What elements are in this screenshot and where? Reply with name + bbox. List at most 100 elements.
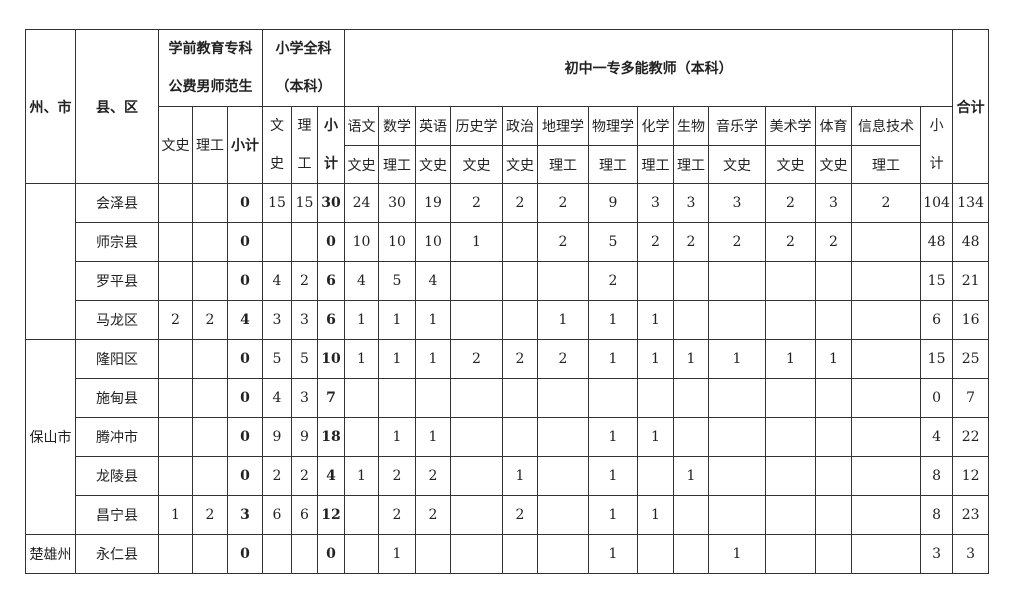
value-cell: 1 xyxy=(415,417,452,457)
value-cell: 10 xyxy=(415,222,452,262)
value-cell: 24 xyxy=(344,183,380,223)
county-cell: 昌宁县 xyxy=(75,495,159,535)
value-cell xyxy=(192,339,228,379)
value-cell xyxy=(815,378,853,418)
value-cell: 2 xyxy=(537,339,590,379)
total-cell: 134 xyxy=(952,183,990,223)
value-cell: 3 xyxy=(291,300,319,340)
county-cell: 永仁县 xyxy=(75,534,159,574)
value-cell: 8 xyxy=(920,456,954,496)
value-cell: 4 xyxy=(344,261,380,301)
value-cell xyxy=(851,339,922,379)
value-cell: 9 xyxy=(262,417,293,457)
value-cell: 2 xyxy=(502,183,539,223)
value-cell: 2 xyxy=(192,300,228,340)
value-cell: 1 xyxy=(378,300,417,340)
value-cell xyxy=(765,378,817,418)
value-cell xyxy=(262,222,293,262)
header-subject-track: 理工 xyxy=(378,145,417,184)
value-cell: 2 xyxy=(378,456,417,496)
value-cell: 18 xyxy=(317,417,346,457)
value-cell xyxy=(851,222,922,262)
header-subject: 化学 xyxy=(637,106,675,146)
value-cell: 5 xyxy=(378,261,417,301)
value-cell xyxy=(158,222,193,262)
header-subject: 英语 xyxy=(415,106,452,146)
value-cell xyxy=(192,222,228,262)
value-cell: 4 xyxy=(262,261,293,301)
value-cell xyxy=(450,300,504,340)
value-cell: 0 xyxy=(226,339,264,379)
value-cell: 1 xyxy=(637,339,675,379)
county-cell: 马龙区 xyxy=(75,300,159,340)
value-cell xyxy=(415,378,452,418)
value-cell xyxy=(344,495,380,535)
value-cell: 104 xyxy=(920,183,954,223)
total-cell: 21 xyxy=(952,261,990,301)
value-cell: 9 xyxy=(588,183,639,223)
header-subject: 物理学 xyxy=(588,106,639,146)
table-row: 楚雄州 永仁县 0 0 1 1 1 3 3 xyxy=(25,534,990,574)
header-junior-subtotal: 小计 xyxy=(920,106,954,184)
value-cell xyxy=(537,261,590,301)
value-cell: 4 xyxy=(415,261,452,301)
value-cell: 4 xyxy=(262,378,293,418)
table-row: 保山市 隆阳区 0 5 5 10 1 1 1 2 2 2 1 1 1 1 1 1 15 25 xyxy=(25,339,990,535)
value-cell: 0 xyxy=(226,456,264,496)
value-cell: 6 xyxy=(920,300,954,340)
header-preschool-line2: 公费男师范生 xyxy=(168,79,253,95)
value-cell: 3 xyxy=(291,378,319,418)
value-cell xyxy=(344,534,380,574)
value-cell xyxy=(637,261,675,301)
value-cell: 2 xyxy=(765,183,817,223)
value-cell: 7 xyxy=(317,378,346,418)
value-cell xyxy=(537,378,590,418)
value-cell xyxy=(851,300,922,340)
header-subject: 语文 xyxy=(344,106,380,146)
total-cell: 3 xyxy=(952,534,990,574)
value-cell: 5 xyxy=(262,339,293,379)
value-cell xyxy=(192,456,228,496)
value-cell xyxy=(502,261,539,301)
value-cell xyxy=(378,378,417,418)
value-cell xyxy=(708,300,767,340)
header-subject-track: 文史 xyxy=(765,145,817,184)
value-cell xyxy=(673,495,710,535)
header-subject-track: 文史 xyxy=(708,145,767,184)
value-cell: 5 xyxy=(291,339,319,379)
prefecture-cell xyxy=(25,183,76,340)
value-cell: 1 xyxy=(344,300,380,340)
value-cell xyxy=(502,300,539,340)
value-cell xyxy=(450,495,504,535)
value-cell: 2 xyxy=(262,456,293,496)
value-cell: 2 xyxy=(673,222,710,262)
value-cell xyxy=(708,417,767,457)
header-subject-track: 文史 xyxy=(815,145,853,184)
value-cell: 1 xyxy=(708,534,767,574)
value-cell xyxy=(851,534,922,574)
value-cell: 10 xyxy=(317,339,346,379)
value-cell: 2 xyxy=(378,495,417,535)
value-cell xyxy=(765,300,817,340)
value-cell xyxy=(765,456,817,496)
total-cell: 23 xyxy=(952,495,990,535)
value-cell xyxy=(537,534,590,574)
prefecture-cell: 保山市 xyxy=(25,339,76,535)
value-cell xyxy=(192,261,228,301)
value-cell: 3 xyxy=(673,183,710,223)
value-cell: 1 xyxy=(502,456,539,496)
value-cell: 1 xyxy=(673,456,710,496)
t: 小 xyxy=(929,118,944,134)
header-subject-track: 理工 xyxy=(673,145,710,184)
value-cell: 1 xyxy=(673,339,710,379)
value-cell: 6 xyxy=(317,300,346,340)
value-cell: 3 xyxy=(815,183,853,223)
value-cell xyxy=(158,261,193,301)
value-cell: 1 xyxy=(815,339,853,379)
value-cell: 3 xyxy=(226,495,264,535)
value-cell: 1 xyxy=(537,300,590,340)
t: 史 xyxy=(270,156,285,172)
value-cell: 0 xyxy=(226,534,264,574)
value-cell xyxy=(192,183,228,223)
value-cell: 1 xyxy=(158,495,193,535)
